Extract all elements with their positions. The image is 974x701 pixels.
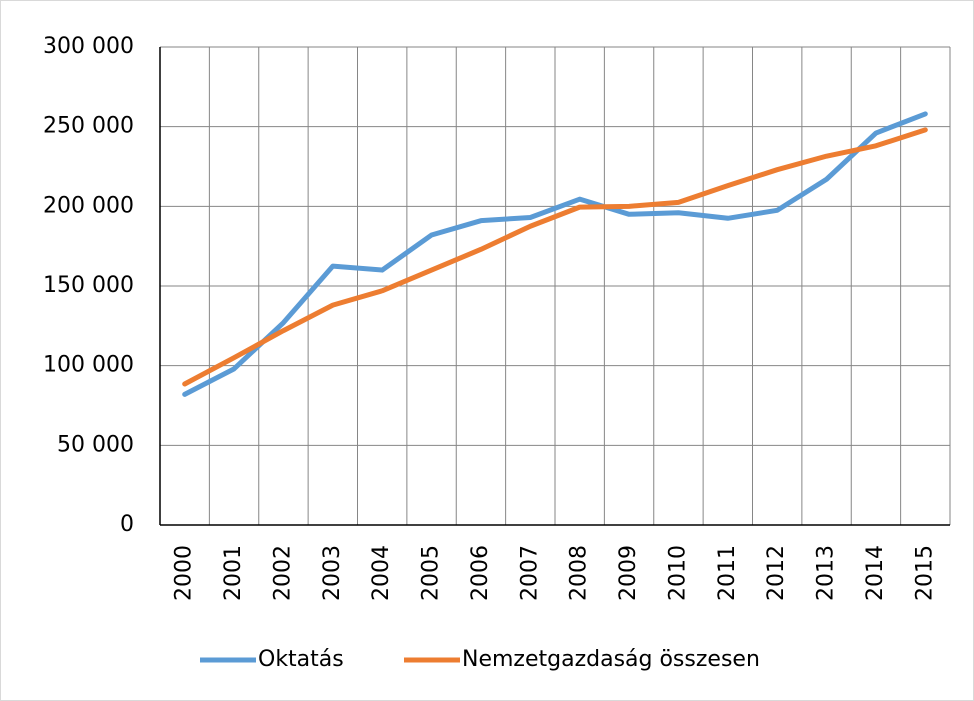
x-tick-label: 2002: [270, 545, 295, 601]
y-tick-label: 300 000: [43, 34, 134, 59]
x-tick-label: 2012: [764, 545, 789, 601]
y-tick-label: 150 000: [43, 273, 134, 298]
x-tick-label: 2013: [814, 545, 839, 601]
y-tick-label: 100 000: [43, 353, 134, 378]
line-series: [182, 111, 928, 397]
x-tick-label: 2004: [369, 545, 394, 601]
legend-label: Oktatás: [258, 647, 344, 672]
x-tick-label: 2009: [616, 545, 641, 601]
x-tick-label: 2014: [863, 545, 888, 601]
x-tick-label: 2005: [419, 545, 444, 601]
x-tick-label: 2010: [665, 545, 690, 601]
x-tick-label: 2001: [221, 545, 246, 601]
y-tick-label: 200 000: [43, 193, 134, 218]
legend-label: Nemzetgazdaság összesen: [462, 647, 760, 672]
y-tick-label: 0: [120, 512, 134, 537]
x-tick-label: 2006: [468, 545, 493, 601]
x-tick-label: 2015: [912, 545, 937, 601]
x-tick-label: 2000: [172, 545, 197, 601]
y-tick-label: 50 000: [57, 432, 134, 457]
x-tick-label: 2007: [517, 545, 542, 601]
line-series: [182, 127, 928, 387]
y-tick-label: 250 000: [43, 114, 134, 139]
x-tick-label: 2003: [320, 545, 345, 601]
x-tick-label: 2008: [567, 545, 592, 601]
x-tick-label: 2011: [715, 545, 740, 601]
